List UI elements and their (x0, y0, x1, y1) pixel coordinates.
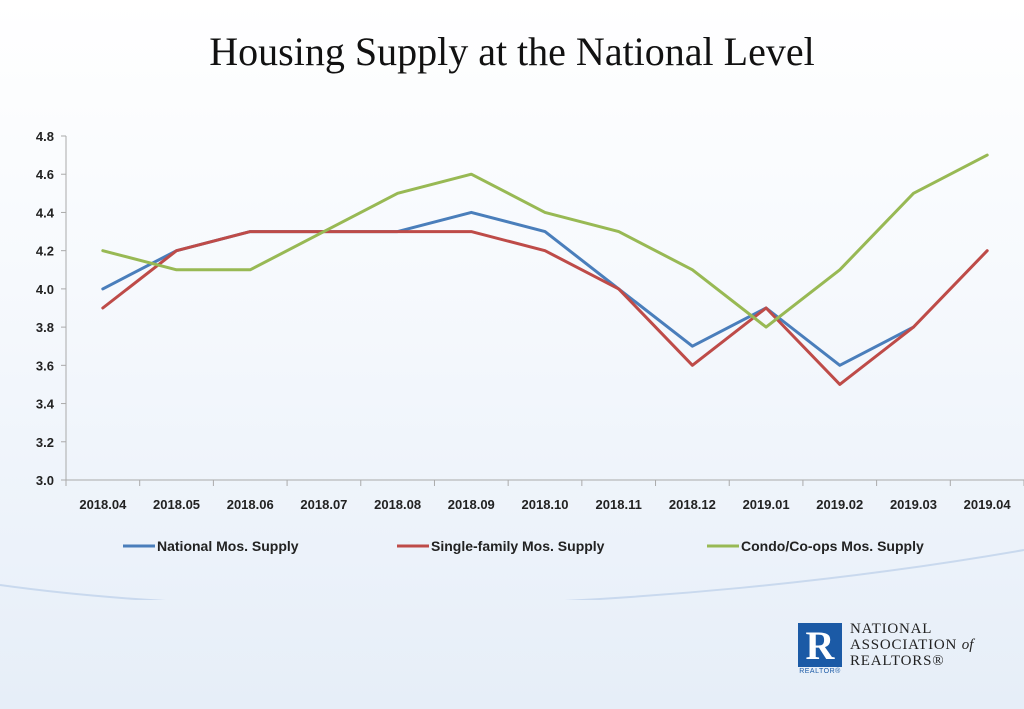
legend-label: Single-family Mos. Supply (431, 538, 605, 554)
x-tick-label: 2018.08 (374, 497, 421, 512)
y-tick-label: 4.0 (36, 282, 54, 297)
y-tick-label: 3.6 (36, 358, 54, 373)
y-tick-label: 3.0 (36, 473, 54, 488)
x-tick-label: 2018.05 (153, 497, 200, 512)
line-chart: 3.0 3.2 3.4 3.6 3.8 4.0 4.2 4.4 4.6 4.8 2018.04 201… (0, 129, 1024, 600)
logo-mark-caption: REALTOR® (799, 668, 841, 675)
logo-line-2: ASSOCIATION of (850, 637, 974, 653)
slide-title: Housing Supply at the National Level (209, 29, 815, 74)
x-tick-label: 2018.12 (669, 497, 716, 512)
y-tick-label: 3.8 (36, 320, 54, 335)
series-line-1 (101, 210, 915, 367)
x-tick-label: 2018.11 (596, 497, 642, 512)
y-tick-label: 4.6 (36, 167, 54, 182)
x-tick-label: 2018.04 (79, 497, 127, 512)
legend-label: National Mos. Supply (157, 538, 299, 554)
y-tick-label: 4.2 (36, 244, 54, 259)
logo-wordmark: NATIONAL ASSOCIATION of REALTORS® (850, 621, 973, 669)
x-tick-label: 2019.01 (743, 497, 790, 512)
chart-axes: 3.0 3.2 3.4 3.6 3.8 4.0 4.2 4.4 4.6 4.8 2018.04 201… (36, 129, 1024, 512)
series-line-2 (101, 230, 989, 386)
logo-line-1: NATIONAL (850, 621, 933, 637)
x-tick-label: 2018.06 (227, 497, 274, 512)
nar-logo: R REALTOR® NATIONAL ASSOCIATION of REALT… (798, 620, 998, 680)
chart-legend: National Mos. Supply Single-family Mos. S… (123, 538, 924, 554)
x-tick-label: 2018.10 (522, 497, 569, 512)
series-line-3 (101, 153, 989, 329)
decorative-swoosh (0, 549, 1024, 600)
realtor-logo-mark: R (798, 623, 842, 668)
y-tick-label: 4.8 (36, 129, 54, 144)
legend-label: Condo/Co-ops Mos. Supply (741, 538, 924, 554)
logo-line-3: REALTORS® (850, 653, 945, 669)
chart-series (101, 153, 989, 386)
y-tick-label: 3.4 (36, 397, 55, 412)
x-tick-label: 2018.09 (448, 497, 495, 512)
y-tick-label: 3.2 (36, 435, 54, 450)
x-tick-label: 2019.04 (964, 497, 1012, 512)
x-tick-label: 2018.07 (300, 497, 347, 512)
y-tick-label: 4.4 (36, 205, 55, 220)
logo-mark-letter: R (805, 623, 835, 668)
x-tick-label: 2019.03 (890, 497, 937, 512)
x-tick-label: 2019.02 (816, 497, 863, 512)
